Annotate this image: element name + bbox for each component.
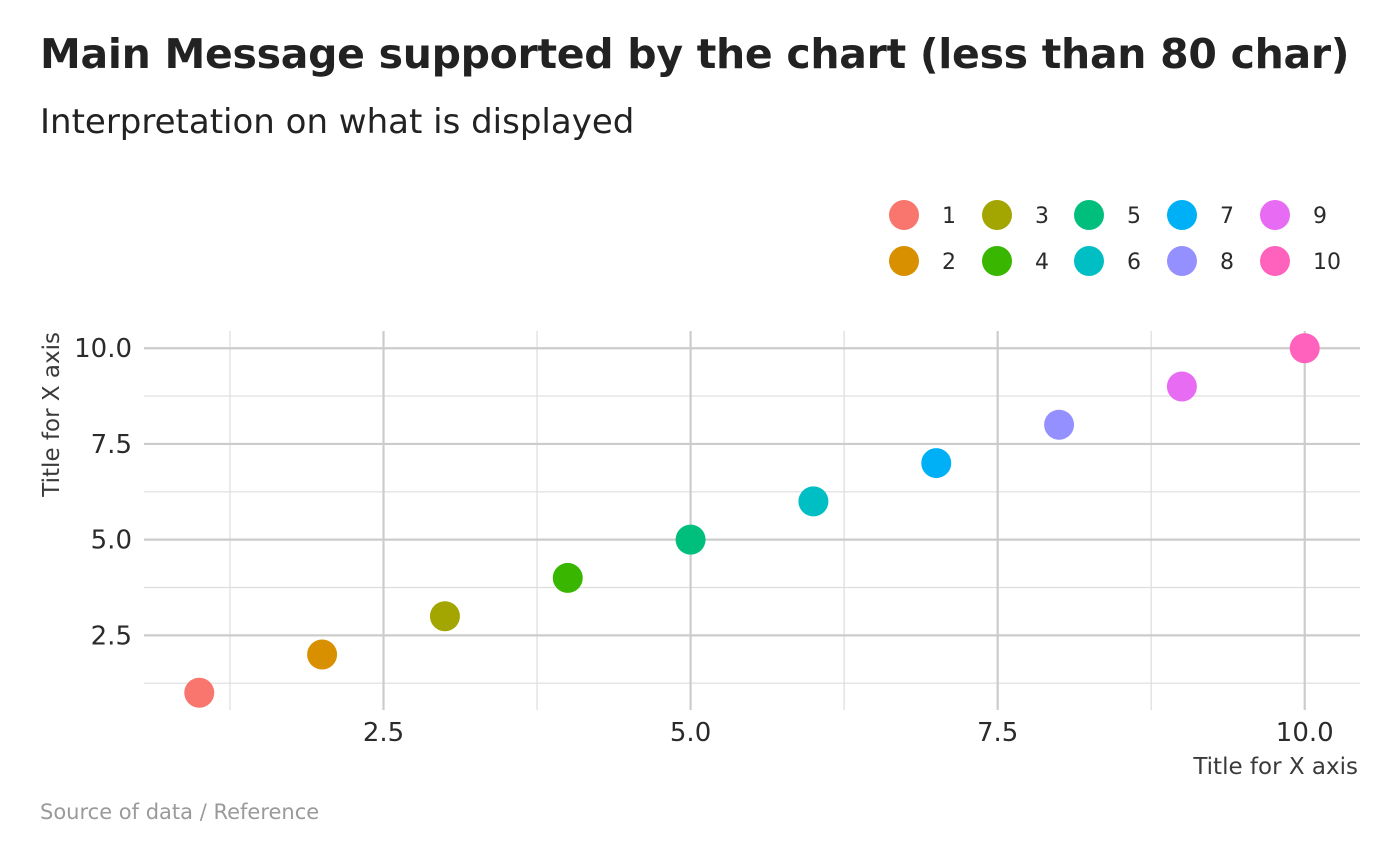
data-point (552, 562, 583, 593)
legend-key (1167, 246, 1197, 276)
x-tick-label: 7.5 (977, 718, 1018, 748)
legend-key (889, 246, 919, 276)
data-points (184, 333, 1320, 708)
legend-label: 8 (1220, 250, 1234, 275)
legend-key (982, 246, 1012, 276)
legend-label: 5 (1127, 204, 1141, 229)
tick-labels: 2.5 5.0 7.5 10.0 2.5 5.0 7.5 10.0 (74, 334, 1334, 748)
legend-label: 4 (1035, 250, 1049, 275)
legend-key (1260, 246, 1290, 276)
legend-label: 3 (1035, 204, 1049, 229)
y-tick-label: 10.0 (74, 334, 132, 364)
legend-key (889, 200, 919, 230)
x-tick-label: 5.0 (670, 718, 711, 748)
x-tick-label: 2.5 (363, 718, 404, 748)
legend-label: 2 (942, 250, 956, 275)
data-point (1289, 333, 1320, 364)
legend-label: 1 (942, 204, 956, 229)
y-tick-label: 7.5 (91, 430, 132, 460)
y-axis-title: Title for X axis (39, 332, 65, 498)
data-point (1044, 409, 1075, 440)
legend-label: 9 (1313, 204, 1327, 229)
data-point (184, 677, 215, 708)
legend-key (1167, 200, 1197, 230)
y-tick-label: 5.0 (91, 526, 132, 556)
x-tick-label: 10.0 (1276, 718, 1334, 748)
data-point (675, 524, 706, 555)
chart-title: Main Message supported by the chart (les… (40, 30, 1350, 78)
legend-key (1074, 246, 1104, 276)
legend-key (1074, 200, 1104, 230)
data-point (921, 448, 952, 479)
chart-subtitle: Interpretation on what is displayed (40, 102, 635, 142)
legend-key (1260, 200, 1290, 230)
source-caption: Source of data / Reference (40, 800, 320, 824)
data-point (307, 639, 338, 670)
legend: 1 2 3 4 5 6 7 8 9 10 (889, 200, 1341, 276)
data-point (429, 601, 460, 632)
x-axis-title: Title for X axis (1192, 754, 1358, 780)
legend-label: 6 (1127, 250, 1141, 275)
legend-label: 7 (1220, 204, 1234, 229)
y-tick-label: 2.5 (91, 621, 132, 651)
grid-lines (144, 331, 1360, 710)
data-point (798, 486, 829, 517)
legend-key (982, 200, 1012, 230)
legend-label: 10 (1313, 250, 1341, 275)
data-point (1166, 371, 1197, 402)
